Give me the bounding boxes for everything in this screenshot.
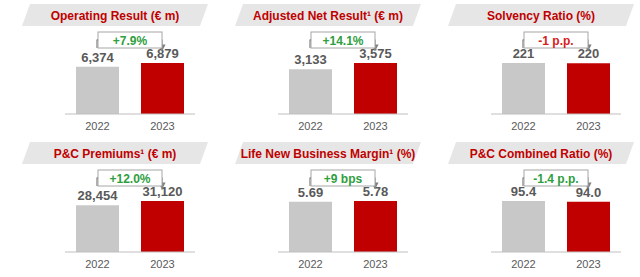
svg-text:Adjusted Net Result¹ (€ m): Adjusted Net Result¹ (€ m) — [253, 9, 403, 23]
svg-text:Solvency Ratio (%): Solvency Ratio (%) — [487, 9, 595, 23]
svg-text:5.78: 5.78 — [363, 184, 388, 199]
svg-text:Life New Business Margin¹ (%): Life New Business Margin¹ (%) — [241, 147, 416, 161]
svg-text:2023: 2023 — [150, 120, 174, 132]
svg-text:+9 bps: +9 bps — [324, 172, 363, 186]
svg-text:2022: 2022 — [298, 120, 322, 132]
svg-text:2022: 2022 — [85, 120, 109, 132]
svg-text:95.4: 95.4 — [511, 184, 537, 199]
svg-text:28,454: 28,454 — [78, 188, 119, 203]
svg-text:2023: 2023 — [150, 258, 174, 270]
svg-text:2023: 2023 — [576, 258, 600, 270]
svg-text:Operating Result (€ m): Operating Result (€ m) — [51, 9, 180, 23]
svg-text:5.69: 5.69 — [298, 185, 323, 200]
svg-text:2023: 2023 — [363, 120, 387, 132]
svg-text:6,879: 6,879 — [146, 46, 179, 61]
svg-text:2023: 2023 — [576, 120, 600, 132]
svg-text:3,133: 3,133 — [294, 52, 327, 67]
svg-text:2022: 2022 — [511, 258, 535, 270]
svg-text:31,120: 31,120 — [143, 184, 183, 199]
svg-text:94.0: 94.0 — [576, 185, 601, 200]
svg-text:-1.4 p.p.: -1.4 p.p. — [533, 172, 578, 186]
svg-text:2023: 2023 — [363, 258, 387, 270]
svg-text:+7.9%: +7.9% — [113, 34, 148, 48]
svg-text:2022: 2022 — [85, 258, 109, 270]
svg-text:2022: 2022 — [298, 258, 322, 270]
svg-text:3,575: 3,575 — [359, 46, 392, 61]
svg-text:221: 221 — [513, 46, 535, 61]
svg-text:-1 p.p.: -1 p.p. — [538, 34, 573, 48]
svg-text:P&C Premiums¹ (€ m): P&C Premiums¹ (€ m) — [54, 147, 177, 161]
svg-text:6,374: 6,374 — [81, 50, 114, 65]
svg-text:220: 220 — [578, 46, 600, 61]
svg-text:+12.0%: +12.0% — [109, 172, 150, 186]
svg-text:+14.1%: +14.1% — [322, 34, 363, 48]
svg-text:2022: 2022 — [511, 120, 535, 132]
svg-text:P&C Combined Ratio (%): P&C Combined Ratio (%) — [470, 147, 613, 161]
